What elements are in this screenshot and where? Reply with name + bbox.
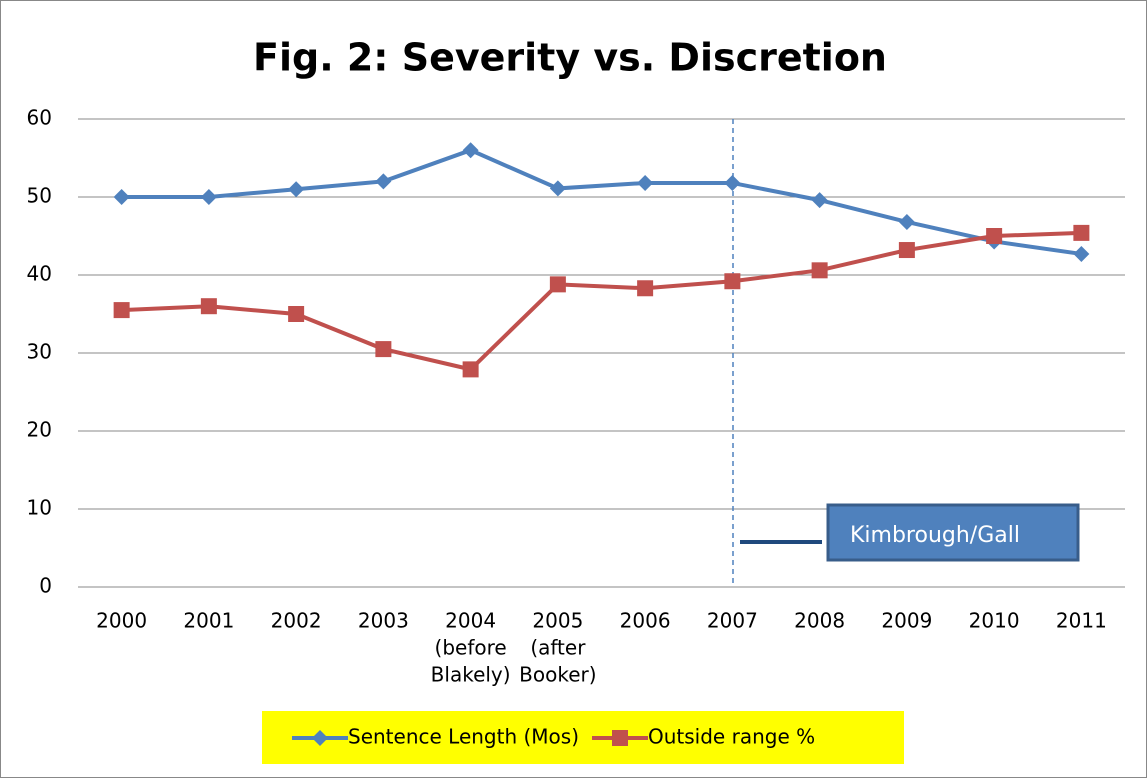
x-tick-label: 2003 — [358, 609, 409, 633]
y-tick-label: 20 — [27, 418, 52, 442]
y-tick-label: 60 — [27, 106, 52, 130]
marker — [288, 181, 305, 198]
x-tick-label: 2008 — [794, 609, 845, 633]
y-tick-label: 30 — [27, 340, 52, 364]
annotation-box — [826, 503, 1080, 562]
legend-marker — [312, 730, 328, 746]
chart-title: Fig. 2: Severity vs. Discretion — [253, 36, 887, 80]
marker — [462, 142, 479, 159]
marker — [637, 174, 654, 191]
x-tick-label: (before — [435, 636, 507, 660]
marker — [462, 361, 479, 378]
marker — [811, 192, 828, 209]
marker — [113, 302, 130, 319]
y-tick-label: 40 — [27, 262, 52, 286]
x-tick-label: 2002 — [271, 609, 322, 633]
x-tick-label: 2004 — [445, 609, 496, 633]
x-tick-label: Blakely) — [431, 663, 511, 687]
grid: 0 10 20 30 40 50 60 2000 2001 2002 2003 2004 (before… — [27, 106, 1125, 687]
marker — [811, 262, 828, 279]
legend: Sentence Length (Mos) Outside range % — [292, 725, 815, 749]
x-tick-label: 2000 — [96, 609, 147, 633]
marker — [375, 341, 392, 358]
legend-box — [262, 711, 904, 764]
marker — [375, 173, 392, 190]
marker — [724, 174, 741, 191]
marker — [200, 298, 217, 315]
x-tick-label: 2007 — [707, 609, 758, 633]
legend-label: Sentence Length (Mos) — [348, 725, 579, 749]
marker — [1073, 245, 1090, 262]
plot — [113, 142, 1090, 378]
marker — [986, 228, 1003, 244]
x-tick-label: 2009 — [881, 609, 932, 633]
marker — [637, 280, 654, 297]
annotation-text: Kimbrough/Gall — [850, 523, 1020, 548]
marker — [549, 276, 566, 293]
y-tick-label: 10 — [27, 496, 52, 520]
marker — [898, 213, 915, 230]
legend-label: Outside range % — [648, 725, 815, 749]
x-tick-label: 2010 — [969, 609, 1020, 633]
legend-marker — [612, 730, 628, 746]
series-line — [121, 148, 1082, 256]
marker — [200, 189, 217, 205]
x-tick-label: 2006 — [620, 609, 671, 633]
series-line — [121, 230, 1082, 372]
x-tick-label: 2005 — [532, 609, 583, 633]
marker — [288, 306, 305, 322]
x-tick-label: 2011 — [1056, 609, 1107, 633]
marker — [549, 180, 566, 197]
marker — [113, 189, 130, 205]
y-tick-label: 50 — [27, 184, 52, 208]
x-tick-label: Booker) — [519, 663, 596, 687]
marker — [724, 273, 741, 290]
y-tick-label: 0 — [39, 574, 52, 598]
x-tick-label: 2001 — [183, 609, 234, 633]
marker — [898, 242, 915, 259]
marker — [1073, 224, 1090, 241]
x-tick-label: (after — [530, 636, 586, 660]
